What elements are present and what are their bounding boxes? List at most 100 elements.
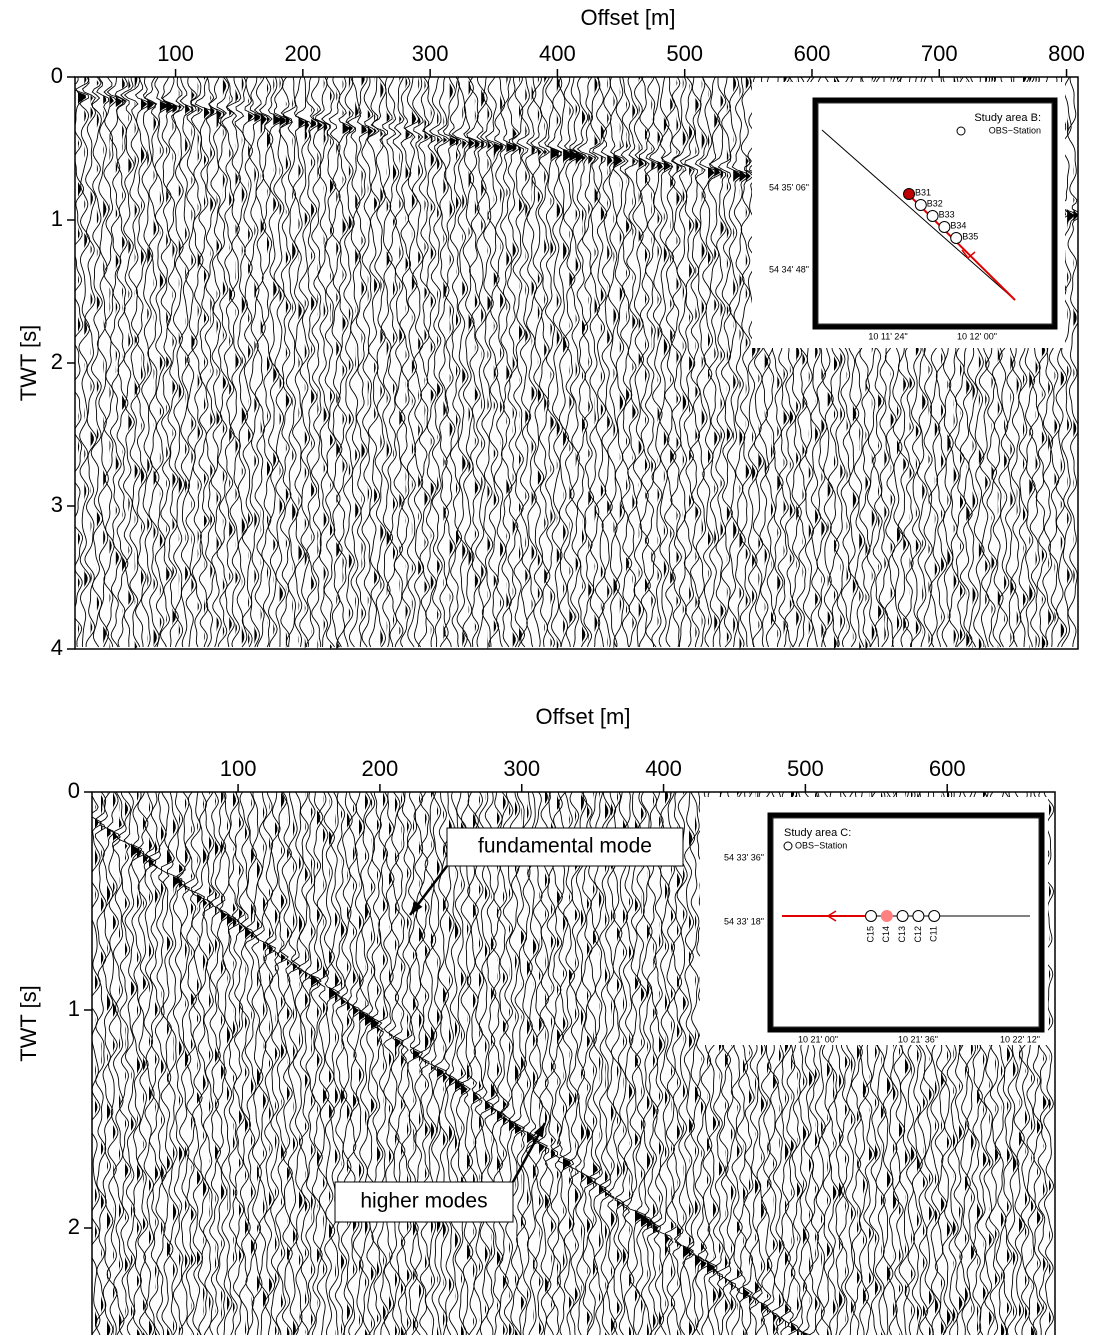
trace-fill bbox=[881, 792, 884, 1335]
seismic-trace bbox=[412, 77, 425, 648]
seismic-trace bbox=[602, 792, 618, 1335]
seismic-trace bbox=[731, 77, 751, 648]
x-axis-label: Offset [m] bbox=[581, 5, 676, 30]
longitude-label: 10 22' 12" bbox=[1000, 1034, 1040, 1044]
trace-fill bbox=[113, 792, 118, 1335]
trace-fill bbox=[922, 77, 926, 649]
seismic-trace bbox=[400, 792, 413, 1335]
trace-fill bbox=[519, 77, 523, 649]
seismic-trace bbox=[321, 77, 337, 648]
station-label: B35 bbox=[962, 231, 978, 241]
x-tick-label: 500 bbox=[666, 41, 703, 66]
seismic-trace bbox=[116, 792, 132, 1335]
y-tick-label: 3 bbox=[51, 492, 63, 517]
obs-station bbox=[926, 210, 939, 222]
longitude-label: 10 21' 00" bbox=[798, 1034, 838, 1044]
seismic-trace bbox=[525, 77, 539, 648]
trace-fill bbox=[714, 77, 721, 649]
seismic-trace bbox=[106, 77, 126, 648]
map-frame bbox=[767, 812, 1045, 1033]
latitude-label: 54 34' 48" bbox=[769, 264, 809, 274]
seismic-trace bbox=[185, 77, 198, 648]
seismic-trace bbox=[576, 77, 597, 648]
seismic-trace bbox=[81, 77, 97, 647]
seismic-trace bbox=[607, 77, 626, 648]
seismic-trace bbox=[366, 77, 381, 648]
seismic-trace bbox=[473, 792, 485, 1335]
trace-fill bbox=[461, 792, 468, 1335]
seismic-trace bbox=[343, 77, 356, 648]
x-tick-label: 200 bbox=[362, 756, 399, 781]
trace-fill bbox=[972, 77, 978, 649]
seismic-trace bbox=[266, 792, 281, 1335]
seismic-trace bbox=[241, 77, 257, 648]
trace-fill bbox=[1029, 77, 1033, 649]
seismic-trace bbox=[141, 77, 158, 648]
seismic-trace bbox=[510, 792, 528, 1335]
seismic-trace bbox=[192, 792, 211, 1335]
obs-station bbox=[912, 910, 925, 922]
trace-fill bbox=[845, 792, 848, 1335]
trace-fill bbox=[557, 792, 561, 1335]
seismic-trace bbox=[364, 792, 383, 1335]
seismic-trace bbox=[451, 77, 470, 648]
trace-fill bbox=[137, 792, 142, 1335]
seismic-trace bbox=[202, 792, 215, 1335]
arrow-head bbox=[533, 1123, 545, 1138]
seismic-trace bbox=[370, 77, 387, 648]
trace-fill bbox=[95, 792, 99, 1335]
seismic-trace bbox=[1067, 77, 1078, 648]
seismic-trace bbox=[112, 792, 125, 1335]
trace-fill bbox=[203, 792, 208, 1335]
trace-fill bbox=[953, 792, 957, 1335]
seismic-trace bbox=[123, 77, 141, 648]
seismic-trace bbox=[739, 77, 754, 648]
seismic-trace bbox=[75, 77, 89, 648]
seismic-trace bbox=[658, 77, 674, 648]
seismic-trace bbox=[537, 792, 552, 1335]
trace-fill bbox=[281, 792, 286, 1335]
seismic-trace bbox=[448, 792, 465, 1335]
trace-fill bbox=[141, 77, 148, 649]
seismic-trace bbox=[216, 77, 230, 648]
seismic-trace bbox=[232, 792, 246, 1335]
trace-fill bbox=[178, 77, 183, 649]
seismic-trace bbox=[674, 792, 695, 1335]
trace-fill bbox=[783, 77, 788, 649]
trace-fill bbox=[725, 792, 728, 1335]
longitude-label: 10 11' 24" bbox=[868, 331, 907, 341]
trace-fill bbox=[323, 77, 328, 649]
seismic-trace bbox=[282, 77, 299, 648]
trace-fill bbox=[101, 792, 104, 1335]
station-label: C13 bbox=[897, 926, 907, 943]
seismic-trace bbox=[346, 792, 362, 1335]
latitude-label: 54 33' 36" bbox=[724, 852, 764, 862]
obs-station bbox=[914, 199, 927, 211]
x-tick-label: 100 bbox=[220, 756, 257, 781]
seismic-trace bbox=[496, 792, 511, 1335]
seismic-trace bbox=[612, 77, 626, 648]
seismic-trace bbox=[635, 792, 653, 1335]
seismic-trace bbox=[355, 77, 370, 648]
x-tick-label: 800 bbox=[1048, 41, 1085, 66]
trace-fill bbox=[739, 77, 747, 649]
seismic-trace bbox=[359, 792, 376, 1335]
seismic-trace bbox=[600, 77, 616, 648]
inset-title: Study area B: bbox=[974, 112, 1041, 124]
seismic-trace bbox=[182, 792, 197, 1335]
trace-fill bbox=[235, 77, 239, 649]
seismic-trace bbox=[336, 77, 354, 648]
y-tick-label: 0 bbox=[51, 63, 63, 88]
trace-fill bbox=[851, 792, 854, 1335]
trace-fill bbox=[626, 77, 630, 649]
seismic-trace bbox=[614, 792, 629, 1335]
seismic-trace bbox=[500, 77, 517, 648]
trace-fill bbox=[985, 77, 990, 649]
trace-fill bbox=[304, 77, 310, 649]
seismic-trace bbox=[484, 77, 504, 648]
trace-fill bbox=[455, 792, 462, 1335]
trace-fill bbox=[525, 77, 529, 649]
seismic-trace bbox=[204, 77, 218, 648]
trace-fill bbox=[149, 792, 154, 1335]
seismic-trace bbox=[479, 77, 495, 648]
